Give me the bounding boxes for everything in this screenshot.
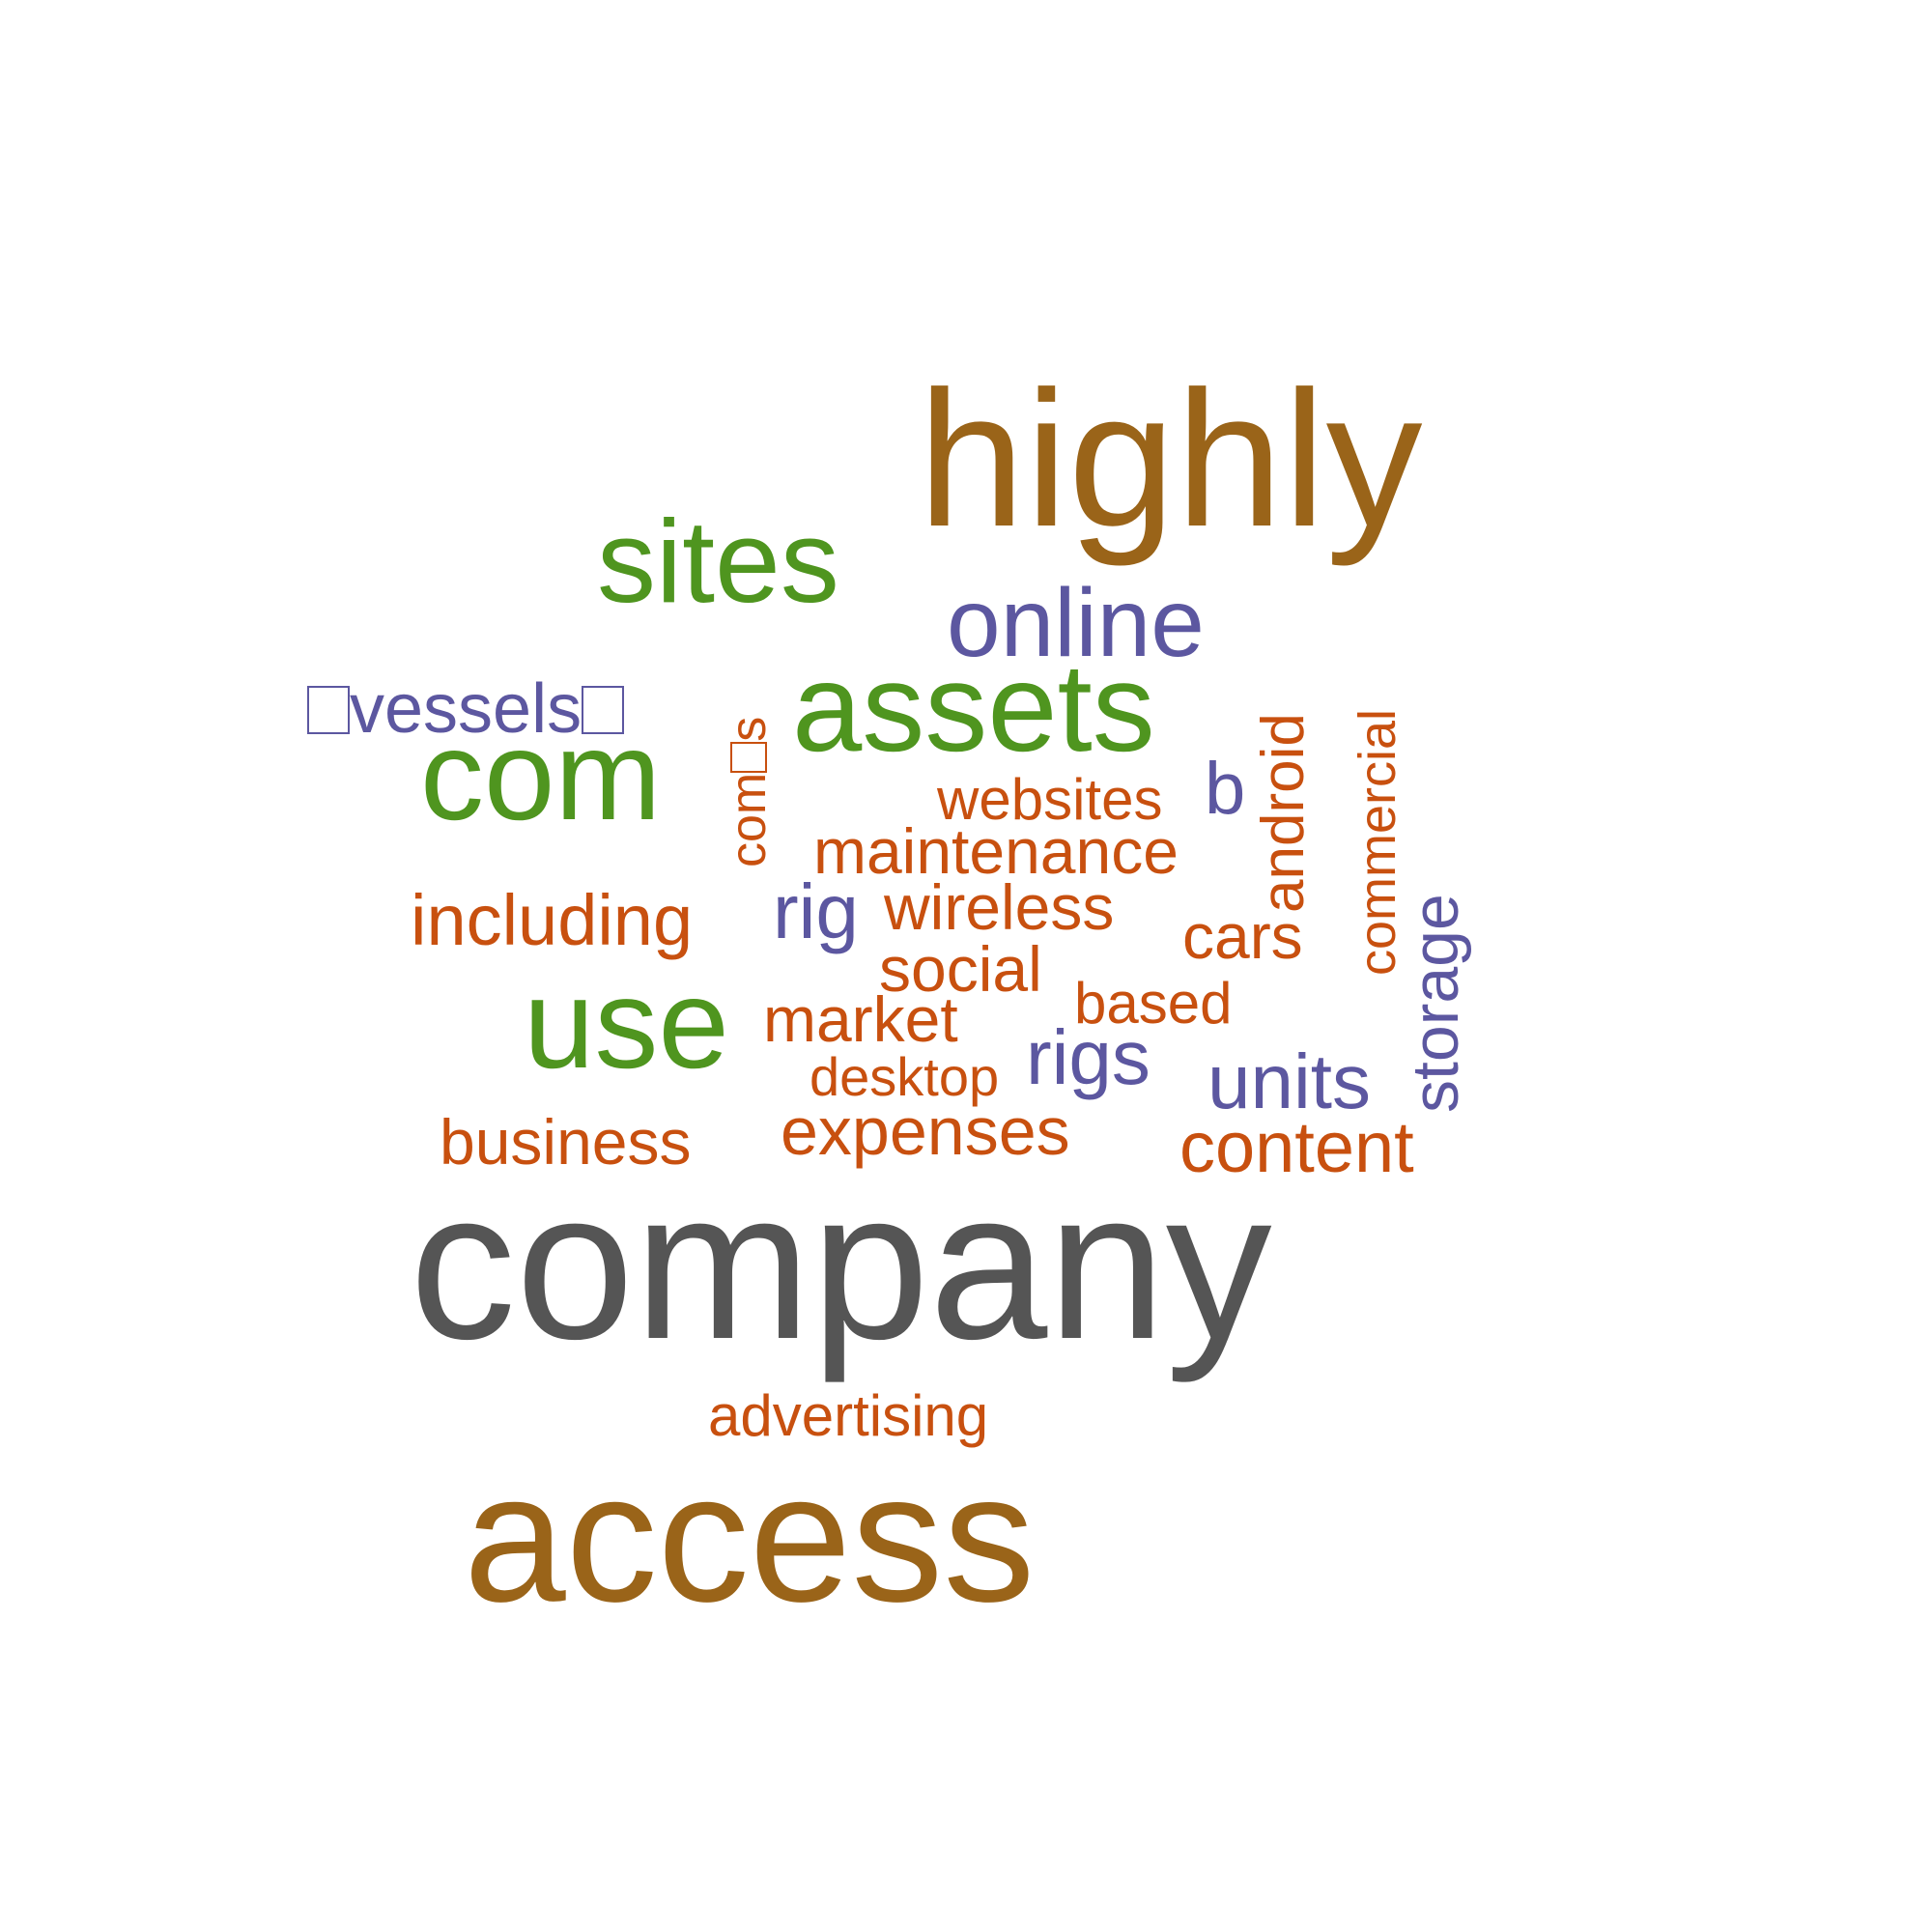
word-advertising: advertising [708, 1382, 989, 1448]
word-rig: rig [773, 868, 859, 955]
word-rigs: rigs [1026, 1014, 1151, 1101]
word-websites: websites [937, 766, 1163, 832]
word-com: com [420, 704, 662, 847]
word-online: online [947, 569, 1205, 677]
word-vessels: vessels [350, 670, 582, 749]
word-business: business [440, 1106, 692, 1179]
word-maintenance: maintenance [813, 815, 1179, 888]
word-units: units [1208, 1038, 1371, 1125]
word-based: based [1074, 970, 1233, 1036]
word-sites: sites [597, 496, 839, 628]
word-cars: cars [1182, 900, 1303, 973]
word-desktop: desktop [810, 1046, 1000, 1108]
word-commercial: commercial [1348, 708, 1406, 976]
word-content: content [1179, 1107, 1414, 1188]
missing-glyph-icon [729, 741, 767, 773]
word-com-s-group: com s [720, 716, 777, 867]
word-social: social [879, 933, 1042, 1006]
word-use: use [524, 952, 729, 1095]
word-highly: highly [918, 352, 1423, 567]
word-access: access [464, 1435, 1036, 1641]
word-company: company [410, 1145, 1272, 1383]
word-expenses: expenses [781, 1093, 1070, 1169]
missing-glyph-icon [307, 686, 350, 735]
word-market: market [763, 983, 958, 1056]
word-b: b [1205, 747, 1246, 830]
word-including: including [411, 880, 694, 961]
missing-glyph-icon [582, 686, 625, 735]
word-s-suffix: s [720, 716, 777, 742]
word-storage: storage [1398, 894, 1472, 1113]
word-android: android [1249, 713, 1317, 913]
word-com-prefix: com [720, 772, 777, 867]
word-assets: assets [792, 637, 1155, 779]
word-wireless: wireless [884, 871, 1115, 944]
word-vessels-group: vessels [307, 674, 625, 744]
